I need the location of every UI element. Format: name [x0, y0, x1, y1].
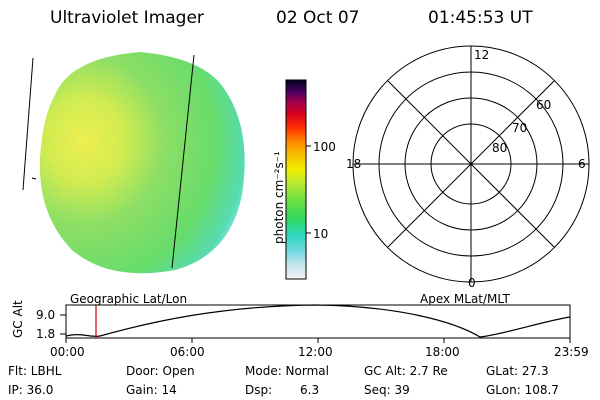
- altitude-panel: [60, 304, 571, 343]
- x-tick-0600: 06:00: [170, 345, 205, 359]
- gc-alt-info: GC Alt: 2.7 Re: [364, 364, 448, 378]
- earth-disk-image: [39, 52, 245, 274]
- x-tick-1200: 12:00: [298, 345, 333, 359]
- mlt-label-6: 6: [578, 157, 586, 171]
- meridian-line-right: [171, 54, 195, 269]
- colorbar: [285, 79, 311, 280]
- ip-info: IP: 36.0: [8, 383, 54, 397]
- glon-info: GLon: 108.7: [486, 383, 559, 397]
- dsp-label: Dsp:: [245, 383, 273, 397]
- filter-info: Flt: LBHL: [8, 364, 62, 378]
- instrument-title: Ultraviolet Imager: [50, 8, 204, 28]
- gain-info: Gain: 14: [126, 383, 177, 397]
- mlat-label-60: 60: [536, 98, 552, 112]
- dsp-value: 6.3: [300, 383, 320, 397]
- mlat-label-70: 70: [512, 121, 528, 135]
- x-tick-0000: 00:00: [50, 345, 85, 359]
- date-label: 02 Oct 07: [276, 8, 360, 28]
- tick-mark: [31, 177, 37, 180]
- mlt-label-12: 12: [474, 48, 490, 62]
- mlat-label-80: 80: [492, 141, 508, 155]
- geographic-caption: Geographic Lat/Lon: [70, 292, 188, 306]
- y-tick-1-8: 1.8: [36, 327, 56, 341]
- mlt-label-0: 0: [468, 276, 476, 290]
- gc-alt-axis-label: GC Alt: [11, 300, 25, 338]
- polar-plot: [352, 45, 590, 283]
- mode-info: Mode: Normal: [245, 364, 329, 378]
- meridian-line-left: [22, 57, 34, 191]
- door-info: Door: Open: [126, 364, 195, 378]
- apex-caption: Apex MLat/MLT: [420, 292, 510, 306]
- mlt-label-18: 18: [346, 157, 362, 171]
- x-tick-2359: 23:59: [554, 345, 589, 359]
- seq-info: Seq: 39: [364, 383, 410, 397]
- y-tick-9: 9.0: [36, 308, 56, 322]
- colorbar-unit-label: photon cm⁻²s⁻¹: [272, 151, 286, 244]
- x-tick-1800: 18:00: [425, 345, 460, 359]
- time-label: 01:45:53 UT: [428, 8, 533, 28]
- colorbar-tick-10: 10: [313, 227, 329, 241]
- glat-info: GLat: 27.3: [486, 364, 549, 378]
- colorbar-tick-100: 100: [313, 140, 336, 154]
- altitude-curve: [65, 304, 571, 338]
